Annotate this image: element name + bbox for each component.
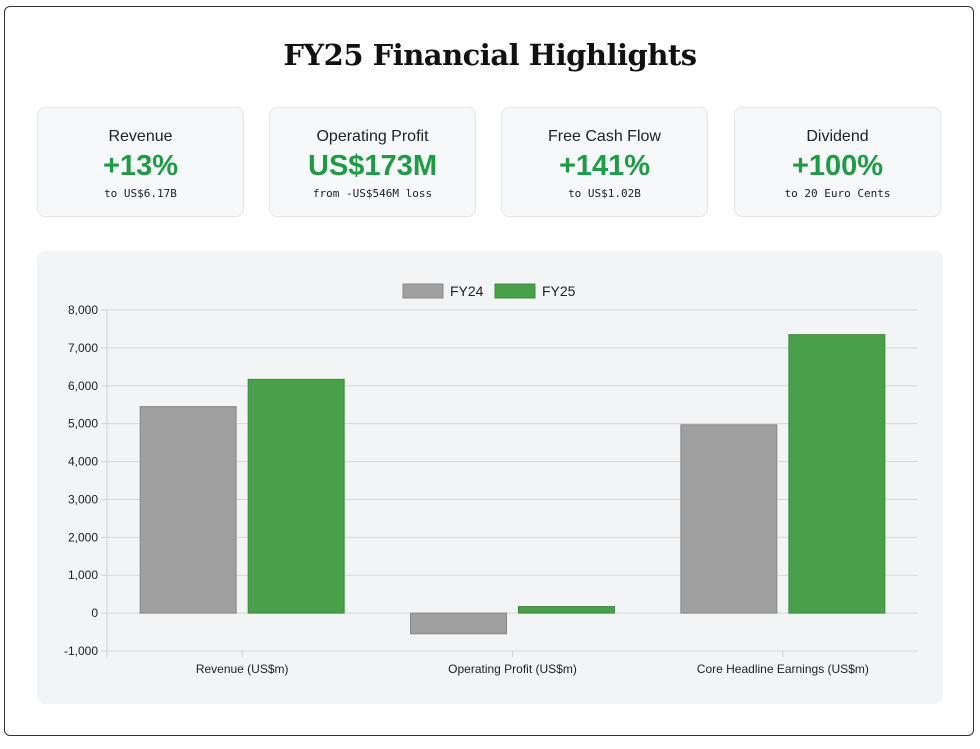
card-subtext: to US$6.17B (104, 187, 177, 200)
card-label: Operating Profit (316, 128, 429, 145)
y-tick-label: 5,000 (68, 417, 98, 431)
card-subtext: to 20 Euro Cents (784, 187, 891, 200)
dividend-card: Dividend +100% to 20 Euro Cents (734, 107, 941, 217)
bar-chart: 8,000 7,000 6,000 5,000 4,000 3,000 2,000 1,000… (64, 283, 918, 676)
page-title: FY25 Financial Highlights (283, 38, 697, 72)
y-tick-label: 3,000 (68, 492, 98, 506)
card-subtext: to US$1.02B (568, 187, 641, 200)
x-tick-label: Operating Profit (US$m) (448, 662, 577, 676)
card-value: +141% (558, 150, 651, 182)
y-tick-label: -1,000 (64, 644, 98, 658)
legend-label-fy25: FY25 (542, 283, 576, 299)
bar-fy25 (247, 378, 345, 614)
x-tick-label: Core Headline Earnings (US$m) (697, 662, 869, 676)
y-tick-label: 8,000 (68, 303, 98, 317)
x-tick-label: Revenue (US$m) (196, 662, 289, 676)
bar-fy24 (680, 424, 778, 614)
y-tick-label: 7,000 (68, 341, 98, 355)
bar-fy24 (410, 612, 507, 635)
legend-swatch-fy25 (494, 283, 536, 299)
card-value: +100% (791, 150, 884, 182)
card-value: +13% (103, 150, 178, 182)
legend-label-fy24: FY24 (450, 283, 484, 299)
bar-fy25 (788, 334, 886, 614)
revenue-card: Revenue +13% to US$6.17B (37, 107, 244, 217)
card-subtext: from -US$546M loss (312, 187, 433, 200)
y-tick-label: 4,000 (68, 455, 98, 469)
bar-fy24 (139, 406, 237, 614)
card-label: Free Cash Flow (548, 128, 661, 145)
card-label: Revenue (108, 128, 173, 145)
operating-profit-card: Operating Profit US$173M from -US$546M l… (269, 107, 476, 217)
legend-swatch-fy24 (402, 283, 444, 299)
y-tick-label: 6,000 (68, 379, 98, 393)
y-tick-label: 0 (91, 606, 98, 620)
chart-panel: 8,000 7,000 6,000 5,000 4,000 3,000 2,000 1,000… (37, 251, 943, 704)
free-cash-flow-card: Free Cash Flow +141% to US$1.02B (501, 107, 708, 217)
y-tick-label: 2,000 (68, 530, 98, 544)
bar-fy25 (518, 606, 615, 614)
y-tick-label: 1,000 (68, 568, 98, 582)
card-label: Dividend (806, 128, 869, 145)
card-value: US$173M (308, 150, 437, 182)
